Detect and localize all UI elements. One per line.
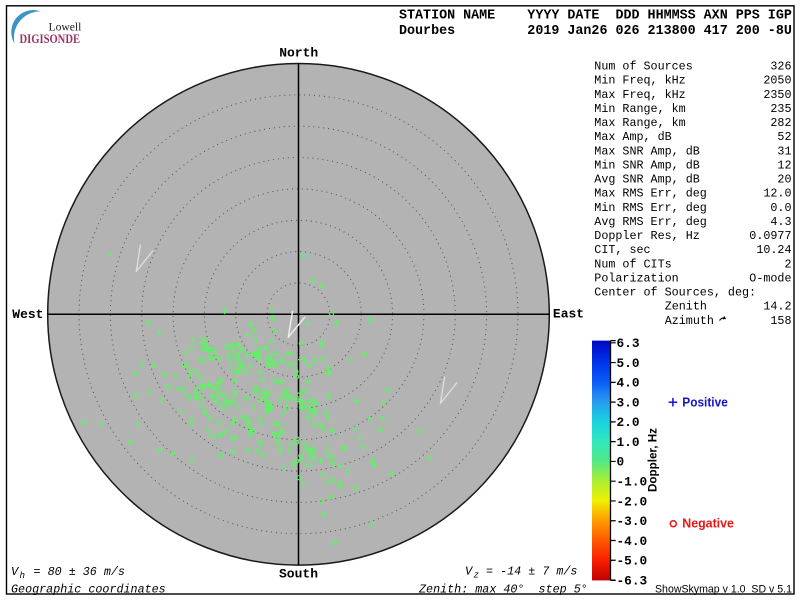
svg-text:Min Freq, kHz: Min Freq, kHz (594, 74, 685, 88)
svg-text:2: 2 (784, 257, 791, 271)
svg-text:5.0: 5.0 (617, 356, 640, 371)
svg-text:Polarization: Polarization (594, 272, 678, 286)
svg-text:Num of CITs: Num of CITs (594, 257, 671, 271)
svg-text:10.24: 10.24 (756, 243, 791, 257)
svg-text:4.3: 4.3 (770, 215, 791, 229)
svg-text:-3.0: -3.0 (617, 514, 648, 529)
svg-text:Center of Sources, deg:: Center of Sources, deg: (594, 286, 756, 300)
svg-text:-2.0: -2.0 (617, 494, 648, 509)
svg-text:Dourbes: Dourbes (399, 24, 455, 39)
svg-text:Positive: Positive (682, 395, 728, 409)
svg-text:12.0: 12.0 (763, 187, 791, 201)
svg-text:-4.0: -4.0 (617, 534, 648, 549)
svg-text:DIGISONDE: DIGISONDE (20, 32, 81, 46)
svg-text:31: 31 (777, 144, 791, 158)
svg-text:Max RMS Err, deg: Max RMS Err, deg (594, 187, 707, 201)
svg-text:V: V (11, 565, 20, 579)
svg-text:West: West (12, 307, 43, 322)
svg-text:Doppler Res, Hz: Doppler Res, Hz (594, 229, 700, 243)
svg-text:North: North (279, 46, 318, 61)
svg-text:z: z (474, 569, 480, 580)
svg-text:Doppler, Hz: Doppler, Hz (648, 428, 660, 492)
svg-text:-1.0: -1.0 (617, 475, 648, 490)
svg-text:O-mode: O-mode (749, 272, 791, 286)
svg-text:Lowell: Lowell (49, 21, 82, 34)
svg-text:4.0: 4.0 (617, 376, 640, 391)
svg-text:2350: 2350 (763, 88, 791, 102)
svg-text:0.0977: 0.0977 (749, 229, 791, 243)
svg-text:Zenith: max 40° step 5°: Zenith: max 40° step 5° (418, 583, 588, 597)
svg-text:Max SNR Amp, dB: Max SNR Amp, dB (594, 144, 700, 158)
svg-text:0.0: 0.0 (770, 201, 791, 215)
svg-text:YYYY DATE DDD HHMMSS AXN PPS: YYYY DATE DDD HHMMSS AXN PPS IGP (527, 9, 792, 24)
svg-text:2.0: 2.0 (617, 415, 640, 430)
svg-text:235: 235 (770, 102, 791, 116)
svg-text:2019 Jan26 026 213800 417 200: 2019 Jan26 026 213800 417 200 -8U (527, 24, 792, 39)
svg-text:Avg RMS Err, deg: Avg RMS Err, deg (594, 215, 707, 229)
svg-text:20: 20 (777, 173, 791, 187)
svg-text:= -14 ± 7 m/s: = -14 ± 7 m/s (479, 565, 577, 579)
svg-text:CIT, sec: CIT, sec (594, 243, 650, 257)
svg-text:Geographic coordinates: Geographic coordinates (11, 583, 166, 597)
svg-text:158: 158 (770, 314, 791, 328)
svg-text:East: East (553, 307, 584, 322)
svg-text:12: 12 (777, 158, 791, 172)
svg-text:STATION NAME: STATION NAME (399, 9, 495, 24)
svg-text:52: 52 (777, 130, 791, 144)
svg-text:Avg SNR Amp, dB: Avg SNR Amp, dB (594, 173, 700, 187)
svg-text:3.0: 3.0 (617, 395, 640, 410)
svg-text:282: 282 (770, 116, 791, 130)
svg-text:Azimuth: Azimuth (665, 314, 714, 328)
svg-text:V: V (465, 565, 474, 579)
svg-text:Min RMS Err, deg: Min RMS Err, deg (594, 201, 707, 215)
svg-text:14.2: 14.2 (763, 300, 791, 314)
svg-text:-5.0: -5.0 (617, 554, 648, 569)
svg-text:326: 326 (770, 60, 791, 74)
svg-text:ShowSkymap v 1.0 SD v 5.1: ShowSkymap v 1.0 SD v 5.1 (655, 584, 792, 596)
svg-text:Num of Sources: Num of Sources (594, 60, 692, 74)
svg-text:6.3: 6.3 (617, 336, 640, 351)
svg-text:Max Amp, dB: Max Amp, dB (594, 130, 671, 144)
svg-text:Negative: Negative (682, 516, 734, 530)
svg-text:2050: 2050 (763, 74, 791, 88)
svg-text:h: h (20, 570, 26, 581)
svg-text:1.0: 1.0 (617, 435, 640, 450)
svg-text:0: 0 (617, 455, 625, 470)
svg-text:= 80 ± 36 m/s: = 80 ± 36 m/s (27, 565, 125, 579)
svg-text:Min Range, km: Min Range, km (594, 102, 685, 116)
svg-text:Max Freq, kHz: Max Freq, kHz (594, 88, 685, 102)
svg-text:-6.3: -6.3 (617, 573, 648, 588)
svg-text:Zenith: Zenith (665, 300, 707, 314)
svg-text:Min SNR Amp, dB: Min SNR Amp, dB (594, 158, 700, 172)
svg-text:South: South (279, 566, 318, 581)
svg-text:Max Range, km: Max Range, km (594, 116, 685, 130)
